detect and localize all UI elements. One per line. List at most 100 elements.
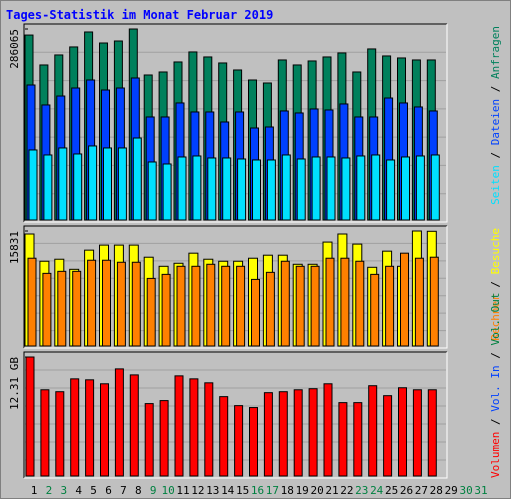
bar [116,261,126,347]
bar [310,265,320,347]
bar [204,382,214,477]
bar [414,257,424,347]
bar [177,156,187,221]
chart-title: Tages-Statistik im Monat Februar 2019 [6,8,273,22]
x-tick-label: 14 [221,484,235,497]
bar [430,154,440,221]
legend: Seiten / Dateien / Anfragen [489,26,502,205]
x-tick-label: 16 [251,484,264,497]
bar [386,159,396,221]
x-tick-label: 25 [385,484,398,497]
bar [132,137,142,221]
x-tick-label: 24 [370,484,384,497]
bar [40,389,50,477]
bar [176,265,186,347]
bar [401,156,410,221]
x-tick-label: 13 [206,484,219,497]
bar [192,155,202,221]
x-tick-label: 22 [340,484,353,497]
bar [308,388,318,477]
panel-light [24,24,448,223]
y-tick-label: 12.31 GB [8,357,21,410]
legend-entry: Anfragen [489,26,502,79]
x-tick-label: 29 [445,484,458,497]
x-tick-label: 8 [135,484,142,497]
bar [236,265,246,347]
bar [338,402,348,477]
legend-entry: Besuche [489,228,502,274]
x-tick-label: 4 [75,484,82,497]
bar [412,389,422,477]
bar [293,389,303,477]
bar [147,161,157,221]
bar [370,273,380,347]
x-tick-label: 2 [46,484,53,497]
x-tick-label: 6 [105,484,112,497]
legend-entry: Dateien [489,99,502,145]
x-tick-label: 31 [474,484,487,497]
bar [55,391,65,477]
bar [266,159,276,221]
bar [355,260,365,347]
bar [102,259,111,347]
bar [144,403,154,477]
bar [131,261,141,347]
bar [340,257,350,347]
bar [206,263,216,347]
bar [100,383,109,477]
bar [189,378,199,477]
y-tick-label: 15831 [8,231,21,264]
x-tick-label: 12 [191,484,204,497]
legend-entry: Vol. Out [489,293,502,346]
legend-separator: / [489,145,502,165]
legend-entry: Volumen [489,432,502,478]
bar [400,252,409,347]
bar [415,155,425,221]
bar [117,147,127,221]
x-tick-label: 15 [236,484,249,497]
bar [129,374,139,477]
bar [85,379,95,477]
x-tick-label: 19 [296,484,309,497]
bar [249,407,258,477]
legend: Rechner / Besuche [489,228,502,341]
bar [161,273,171,347]
x-tick-label: 18 [281,484,294,497]
bar [28,149,38,221]
x-tick-label: 28 [430,484,443,497]
bar [371,154,381,221]
x-tick-label: 11 [176,484,189,497]
x-tick-label: 5 [90,484,97,497]
legend-separator: / [489,412,502,432]
bar [383,395,393,477]
bar [159,400,169,477]
bar [251,278,260,347]
x-tick-label: 1 [31,484,38,497]
bar [219,396,229,477]
bar [278,391,288,477]
bar [57,270,67,347]
x-tick-label: 23 [355,484,368,497]
legend-separator: / [489,346,502,366]
bar [58,147,68,221]
legend-separator: / [489,274,502,294]
bar [295,265,305,347]
x-tick-label: 7 [120,484,127,497]
legend: Volumen / Vol. In / Vol. Out [489,293,502,478]
bar [237,158,247,221]
bar [43,154,53,221]
bar [427,389,437,477]
x-tick-label: 30 [459,484,472,497]
bar [281,154,291,221]
x-tick-label: 21 [325,484,338,497]
bar [296,158,306,221]
bar [311,156,321,221]
bar [356,155,366,221]
bar [103,147,112,221]
bar [27,257,37,347]
x-tick-label: 27 [415,484,428,497]
panel-light [24,226,448,349]
bar [88,145,98,221]
bar [385,265,395,347]
